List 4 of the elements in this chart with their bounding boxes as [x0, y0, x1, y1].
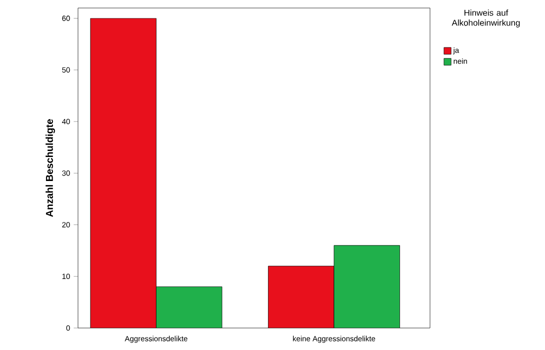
legend-title: Hinweis auf Alkoholeinwirkung [452, 10, 520, 28]
bar [90, 18, 156, 328]
y-axis-title: Anzahl Beschuldigte [46, 119, 55, 217]
bar [268, 266, 334, 328]
